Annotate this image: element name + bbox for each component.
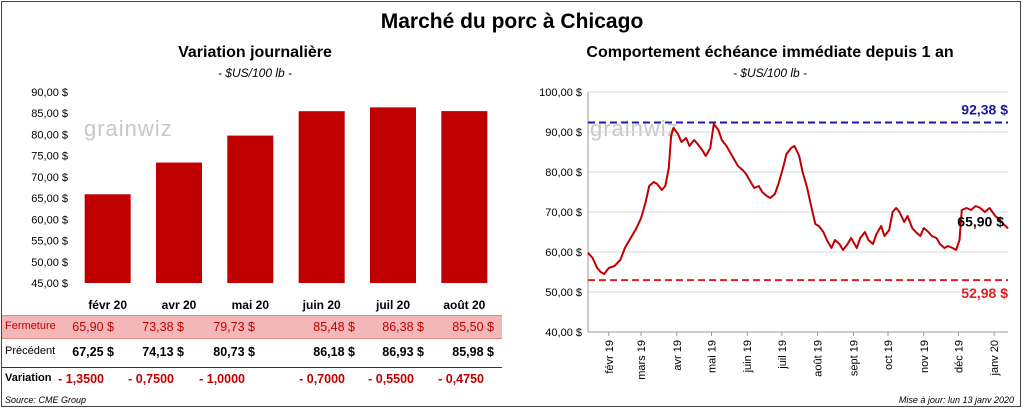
bar	[441, 111, 488, 283]
watermark-right: grainwiz	[590, 116, 679, 141]
variation-cell: - 0,7500	[128, 372, 174, 386]
close-cell: 65,90 $	[72, 320, 114, 334]
close-cell: 85,50 $	[452, 320, 494, 334]
previous-cell: 85,98 $	[452, 345, 494, 359]
bar	[298, 111, 345, 283]
y-tick-label: 75,00 $	[31, 151, 68, 163]
row-label-previous: Précédent	[5, 345, 56, 357]
x-tick-label: févr 20	[88, 298, 127, 312]
source-note: Source: CME Group	[5, 395, 87, 405]
y-tick-label: 90,00 $	[31, 87, 68, 99]
close-cell: 73,38 $	[142, 320, 184, 334]
left-chart-unit: - $US/100 lb -	[217, 66, 293, 80]
x-tick-label: mai 19	[706, 340, 718, 373]
bar	[84, 194, 131, 283]
x-tick-label: mai 20	[232, 298, 270, 312]
previous-cell: 80,73 $	[213, 345, 255, 359]
x-tick-label: mars 19	[636, 340, 648, 380]
y-tick-label: 90,00 $	[545, 127, 582, 139]
bar	[227, 135, 274, 283]
close-cell: 85,48 $	[313, 320, 355, 334]
variation-cell: - 0,5500	[368, 372, 414, 386]
x-tick-label: nov 19	[919, 340, 931, 373]
x-tick-label: oct 19	[883, 340, 895, 370]
left-chart-title: Variation journalière	[178, 44, 332, 61]
previous-cell: 67,25 $	[72, 345, 114, 359]
y-tick-label: 50,00 $	[31, 257, 68, 269]
table-row-previous: Précédent 67,25 $ 74,13 $ 80,73 $ 86,18 …	[2, 341, 502, 363]
right-chart-unit: - $US/100 lb -	[732, 66, 808, 80]
high-value-label: 92,38 $	[961, 101, 1008, 117]
y-tick-label: 80,00 $	[31, 129, 68, 141]
y-tick-label: 70,00 $	[31, 172, 68, 184]
previous-cell: 86,18 $	[313, 345, 355, 359]
close-cell: 86,38 $	[382, 320, 424, 334]
table-row-variation: Variation - 1,3500 - 0,7500 - 1,0000 - 0…	[2, 367, 502, 394]
x-tick-label: juil 20	[375, 298, 410, 312]
table-row-close: Fermeture 65,90 $ 73,38 $ 79,73 $ 85,48 …	[2, 315, 502, 339]
y-tick-label: 60,00 $	[545, 247, 582, 259]
x-tick-label: juin 19	[742, 340, 754, 373]
x-tick-label: déc 19	[953, 340, 965, 373]
x-tick-label: août 20	[443, 298, 485, 312]
x-tick-label: sept 19	[848, 340, 860, 376]
x-tick-label: juin 20	[302, 298, 341, 312]
y-tick-label: 40,00 $	[545, 327, 582, 339]
updated-note: Mise à jour: lun 13 janv 2020	[898, 395, 1014, 405]
row-label-variation: Variation	[5, 372, 52, 384]
row-label-close: Fermeture	[5, 320, 56, 332]
variation-cell: - 1,3500	[58, 372, 104, 386]
watermark-left: grainwiz	[84, 116, 173, 141]
y-tick-label: 60,00 $	[31, 214, 68, 226]
variation-cell: - 0,7000	[299, 372, 345, 386]
close-cell: 79,73 $	[213, 320, 255, 334]
x-tick-label: avr 19	[672, 340, 684, 371]
x-tick-label: avr 20	[162, 298, 197, 312]
y-tick-label: 65,00 $	[31, 193, 68, 205]
x-tick-label: août 19	[813, 340, 825, 377]
x-tick-label: juil 19	[777, 340, 789, 370]
y-tick-label: 80,00 $	[545, 167, 582, 179]
x-tick-label: févr 19	[604, 340, 616, 374]
variation-cell: - 0,4750	[438, 372, 484, 386]
y-tick-label: 45,00 $	[31, 278, 68, 290]
variation-cell: - 1,0000	[199, 372, 245, 386]
y-tick-label: 85,00 $	[31, 108, 68, 120]
y-tick-label: 55,00 $	[31, 236, 68, 248]
price-series-line	[587, 123, 1009, 275]
previous-cell: 86,93 $	[382, 345, 424, 359]
x-tick-label: janv 20	[989, 340, 1001, 376]
main-title: Marché du porc à Chicago	[380, 10, 644, 33]
y-tick-label: 70,00 $	[545, 207, 582, 219]
last-value-label: 65,90 $	[957, 213, 1004, 229]
previous-cell: 74,13 $	[142, 345, 184, 359]
low-value-label: 52,98 $	[961, 285, 1008, 301]
bar	[370, 107, 416, 283]
right-chart-title: Comportement échéance immédiate depuis 1…	[586, 44, 954, 61]
bar	[156, 162, 202, 283]
y-tick-label: 100,00 $	[539, 87, 582, 99]
y-tick-label: 50,00 $	[545, 287, 582, 299]
